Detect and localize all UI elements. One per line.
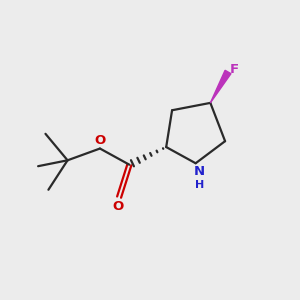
Text: H: H <box>194 180 204 190</box>
Text: N: N <box>194 165 205 178</box>
Text: F: F <box>230 63 239 76</box>
Text: O: O <box>112 200 123 213</box>
Text: O: O <box>94 134 106 147</box>
Polygon shape <box>210 70 231 103</box>
